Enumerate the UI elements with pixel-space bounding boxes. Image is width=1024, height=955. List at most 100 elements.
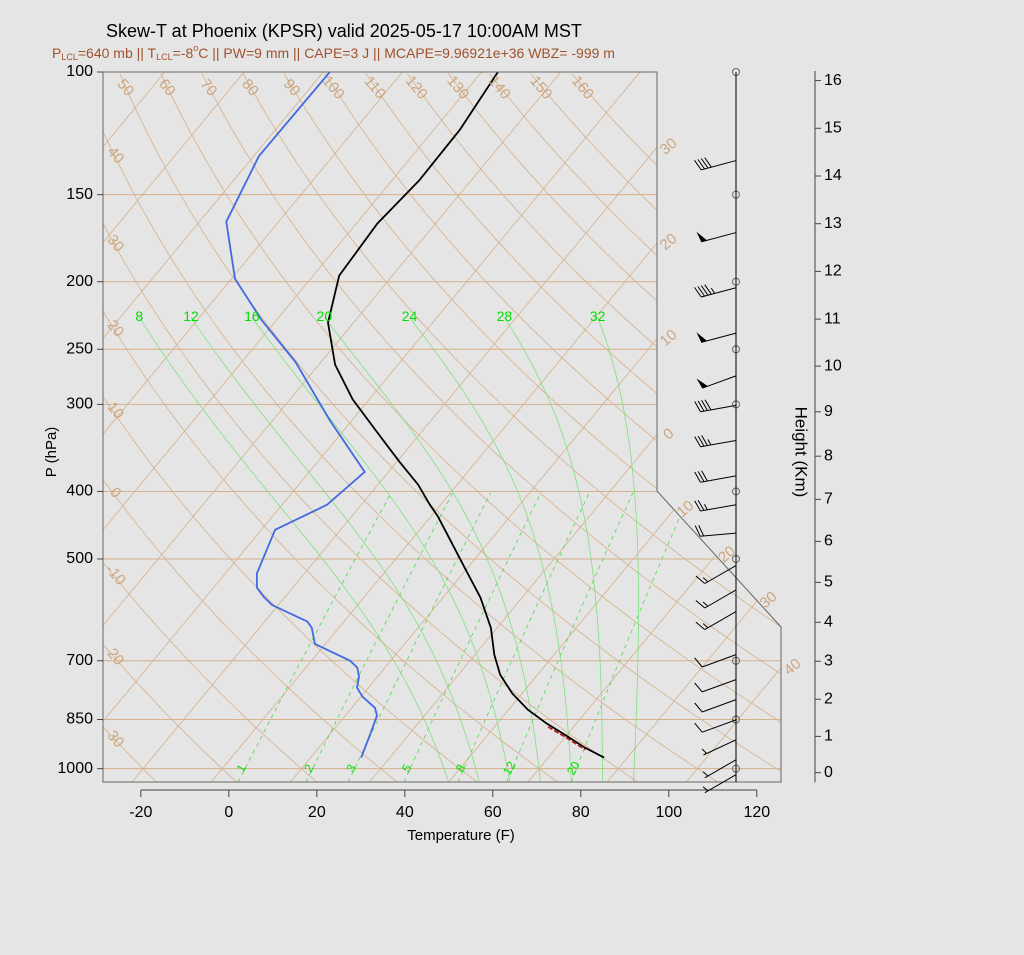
chart-title: Skew-T at Phoenix (KPSR) valid 2025-05-1… xyxy=(106,21,582,41)
wind-barb xyxy=(695,400,736,412)
wind-barb xyxy=(695,700,736,712)
x-axis-label: Temperature (F) xyxy=(407,827,515,844)
wind-barb xyxy=(696,332,736,342)
barb-lines xyxy=(695,500,736,511)
y2-tick-label: 4 xyxy=(824,614,833,631)
subtitle-part: =640 mb || T xyxy=(78,45,157,61)
barb-lines xyxy=(696,566,736,584)
mixing-ratio-label: 8 xyxy=(453,762,469,775)
y2-tick-label: 11 xyxy=(824,310,841,327)
mixing-ratio-label: 1 xyxy=(233,762,249,775)
isotherm xyxy=(528,72,1024,782)
dry-adiabat xyxy=(0,74,477,783)
moist-adiabat xyxy=(252,317,510,782)
barb-lines xyxy=(702,376,736,388)
y-tick-label: 250 xyxy=(66,340,93,357)
subtitle-part: P xyxy=(52,45,61,61)
isotherm-label: 0 xyxy=(660,425,677,443)
dry-adiabat-label: 100 xyxy=(319,73,348,103)
mixing-ratio-label: 3 xyxy=(343,762,359,775)
barb-lines xyxy=(696,590,736,608)
moist-adiabat xyxy=(191,317,479,782)
isotherm xyxy=(0,72,402,782)
moist-adiabat-label: 28 xyxy=(497,308,513,324)
dry-adiabat xyxy=(202,74,959,783)
wind-barb xyxy=(695,680,736,692)
isotherm-label: 10 xyxy=(674,497,698,521)
isotherm xyxy=(686,72,1024,782)
subtitle-part: LCL xyxy=(61,52,78,62)
isotherm-label: 30 xyxy=(757,588,781,612)
y-tick-label: 850 xyxy=(66,711,93,728)
y-tick-label: 400 xyxy=(66,483,93,500)
barb-lines xyxy=(696,612,736,630)
dry-adiabat-label: 110 xyxy=(361,73,389,102)
x-tick-label: 120 xyxy=(743,804,770,821)
subtitle-part: =-8 xyxy=(173,45,194,61)
isotherm xyxy=(132,72,719,782)
dry-adiabat xyxy=(531,74,1024,783)
background-lines xyxy=(0,72,1024,782)
y-tick-label: 500 xyxy=(66,550,93,567)
dry-adiabat xyxy=(243,74,1024,783)
isotherm xyxy=(0,72,244,782)
barb-lines xyxy=(695,285,737,297)
barb-lines xyxy=(695,700,736,712)
moist-adiabat xyxy=(504,317,602,782)
wind-barb xyxy=(695,525,736,536)
dry-adiabat xyxy=(0,74,237,783)
wind-barb xyxy=(696,232,736,242)
y2-tick-label: 1 xyxy=(824,728,833,745)
y-tick-label: 150 xyxy=(66,186,93,203)
y2-tick-label: 16 xyxy=(824,72,842,89)
y2-tick-label: 2 xyxy=(824,690,833,707)
isotherm xyxy=(607,72,1024,782)
x-tick-label: 20 xyxy=(308,804,326,821)
y2-tick-label: 7 xyxy=(824,491,833,508)
dry-adiabat xyxy=(120,74,798,783)
wind-barb xyxy=(695,720,736,732)
subtitle-part: LCL xyxy=(156,52,173,62)
dry-adiabat-label: 40 xyxy=(104,143,128,167)
y-tick-label: 100 xyxy=(66,63,93,80)
wind-barb xyxy=(697,376,736,388)
y2-tick-label: 9 xyxy=(824,403,833,420)
moist-adiabat-label: 8 xyxy=(135,308,143,324)
y2-tick-label: 10 xyxy=(824,357,842,374)
moist-adiabat xyxy=(324,317,540,782)
moist-adiabat xyxy=(139,317,448,782)
profile-line xyxy=(328,72,604,758)
dry-adiabat xyxy=(490,74,1024,783)
barb-lines xyxy=(695,720,736,732)
y-tick-label: 300 xyxy=(66,396,93,413)
dry-adiabat xyxy=(0,74,156,783)
wind-barb xyxy=(695,285,737,297)
wind-barb xyxy=(695,435,736,446)
isotherm xyxy=(0,72,165,782)
x-tick-label: 100 xyxy=(655,804,682,821)
x-tick-label: 80 xyxy=(572,804,590,821)
barb-lines xyxy=(701,233,736,242)
isotherm-label: 10 xyxy=(657,326,681,350)
dry-adiabat-label: -10 xyxy=(102,561,129,589)
dry-adiabat xyxy=(79,74,718,783)
subtitle-part: C || PW=9 mm || CAPE=3 J || MCAPE=9.9692… xyxy=(198,45,615,61)
wind-barb xyxy=(696,590,736,608)
barb-lines xyxy=(695,400,736,412)
isotherm-label: 20 xyxy=(657,230,681,254)
moist-adiabat xyxy=(410,317,572,782)
isotherm-label: 40 xyxy=(781,655,805,679)
dry-adiabat xyxy=(0,74,557,783)
y2-tick-label: 12 xyxy=(824,263,842,280)
y2-tick-label: 8 xyxy=(824,447,833,464)
moist-adiabat xyxy=(598,317,639,782)
dry-adiabat-label: 50 xyxy=(114,76,138,100)
isotherm-label: 30 xyxy=(657,135,681,159)
y2-tick-label: 13 xyxy=(824,215,842,232)
isotherm xyxy=(0,72,561,782)
y-tick-label: 200 xyxy=(66,273,93,290)
barb-lines xyxy=(695,680,736,692)
moist-adiabat-label: 16 xyxy=(244,308,260,324)
